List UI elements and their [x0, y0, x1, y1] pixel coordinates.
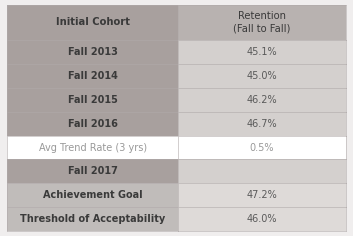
Text: 46.7%: 46.7%	[247, 119, 277, 129]
Text: Fall 2016: Fall 2016	[68, 119, 118, 129]
Text: Initial Cohort: Initial Cohort	[56, 17, 130, 27]
Text: Threshold of Acceptability: Threshold of Acceptability	[20, 214, 165, 224]
Text: 0.5%: 0.5%	[250, 143, 274, 152]
Text: Fall 2014: Fall 2014	[68, 71, 118, 81]
Text: Retention
(Fall to Fall): Retention (Fall to Fall)	[233, 12, 291, 33]
Text: Fall 2015: Fall 2015	[68, 95, 118, 105]
Text: Fall 2017: Fall 2017	[68, 166, 118, 177]
Text: Achievement Goal: Achievement Goal	[43, 190, 143, 200]
Text: Avg Trend Rate (3 yrs): Avg Trend Rate (3 yrs)	[38, 143, 147, 152]
Text: 47.2%: 47.2%	[247, 190, 277, 200]
Text: 45.0%: 45.0%	[247, 71, 277, 81]
Text: 46.2%: 46.2%	[247, 95, 277, 105]
Text: 46.0%: 46.0%	[247, 214, 277, 224]
Text: Fall 2013: Fall 2013	[68, 47, 118, 57]
Text: 45.1%: 45.1%	[247, 47, 277, 57]
